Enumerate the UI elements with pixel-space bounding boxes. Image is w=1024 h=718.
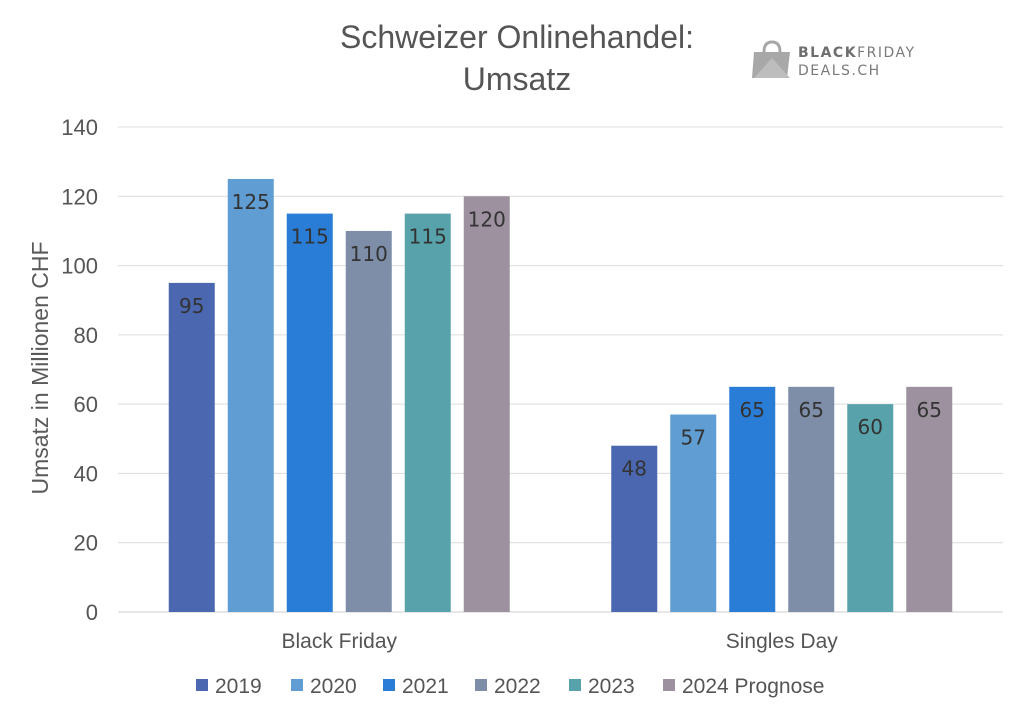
legend-label: 2021 — [402, 675, 449, 698]
data-label: 65 — [917, 398, 942, 422]
y-tick-label: 0 — [86, 600, 98, 625]
bar — [670, 414, 717, 612]
legend-label: 2019 — [215, 675, 262, 698]
y-tick-label: 60 — [74, 392, 98, 417]
data-label: 110 — [350, 242, 388, 266]
data-label: 57 — [681, 426, 706, 450]
data-label: 60 — [858, 415, 883, 439]
legend-swatch — [383, 679, 395, 691]
bar — [463, 196, 510, 613]
legend-swatch — [196, 679, 208, 691]
legend-label: 2022 — [494, 675, 541, 698]
legend-swatch — [663, 679, 675, 691]
legend-label: 2020 — [310, 675, 357, 698]
y-axis-ticks: 0 20 40 60 80 100 120 140 — [61, 115, 98, 625]
legend-swatch — [291, 679, 303, 691]
bar — [404, 213, 451, 612]
y-tick-label: 20 — [74, 531, 98, 556]
brand-logo: BLACKFRIDAY DEALS.CH — [750, 40, 920, 84]
y-tick-label: 80 — [74, 323, 98, 348]
chart-title-line: Schweizer Onlinehandel: — [340, 19, 694, 55]
x-tick-label: Singles Day — [726, 630, 839, 653]
chart-title-line: Umsatz — [463, 61, 571, 97]
bar — [227, 178, 274, 612]
data-label: 65 — [740, 398, 765, 422]
bar — [286, 213, 333, 612]
data-label: 95 — [179, 294, 204, 318]
data-label: 115 — [409, 225, 447, 249]
y-axis-label: Umsatz in Millionen CHF — [27, 241, 53, 494]
logo-line-1: BLACKFRIDAY — [798, 45, 916, 61]
bar — [345, 230, 392, 612]
y-tick-label: 100 — [61, 254, 98, 279]
y-tick-label: 140 — [61, 115, 98, 140]
y-tick-label: 120 — [61, 184, 98, 209]
legend-swatch — [475, 679, 487, 691]
bar — [611, 445, 658, 612]
x-axis-ticks: Black Friday Singles Day — [281, 630, 838, 653]
y-tick-label: 40 — [74, 461, 98, 486]
data-labels: 95 125 115 110 115 120 48 57 65 65 60 65 — [179, 190, 942, 481]
x-tick-label: Black Friday — [281, 630, 397, 653]
data-label: 48 — [622, 457, 647, 481]
legend: 2019 2020 2021 2022 2023 2024 Prognose — [196, 675, 824, 698]
bar — [788, 386, 835, 612]
chart-title: Schweizer Onlinehandel: Umsatz — [340, 19, 694, 97]
data-label: 65 — [799, 398, 824, 422]
bar — [729, 386, 776, 612]
bar — [906, 386, 953, 612]
legend-swatch — [569, 679, 581, 691]
data-label: 120 — [468, 207, 506, 231]
bars — [168, 178, 953, 613]
data-label: 125 — [232, 190, 270, 214]
legend-label: 2023 — [588, 675, 635, 698]
data-label: 115 — [291, 225, 329, 249]
bar — [168, 282, 215, 612]
bar — [847, 404, 894, 612]
shopping-bag-icon — [752, 40, 790, 78]
legend-label: 2024 Prognose — [682, 675, 824, 698]
logo-line-2: DEALS.CH — [798, 63, 881, 79]
